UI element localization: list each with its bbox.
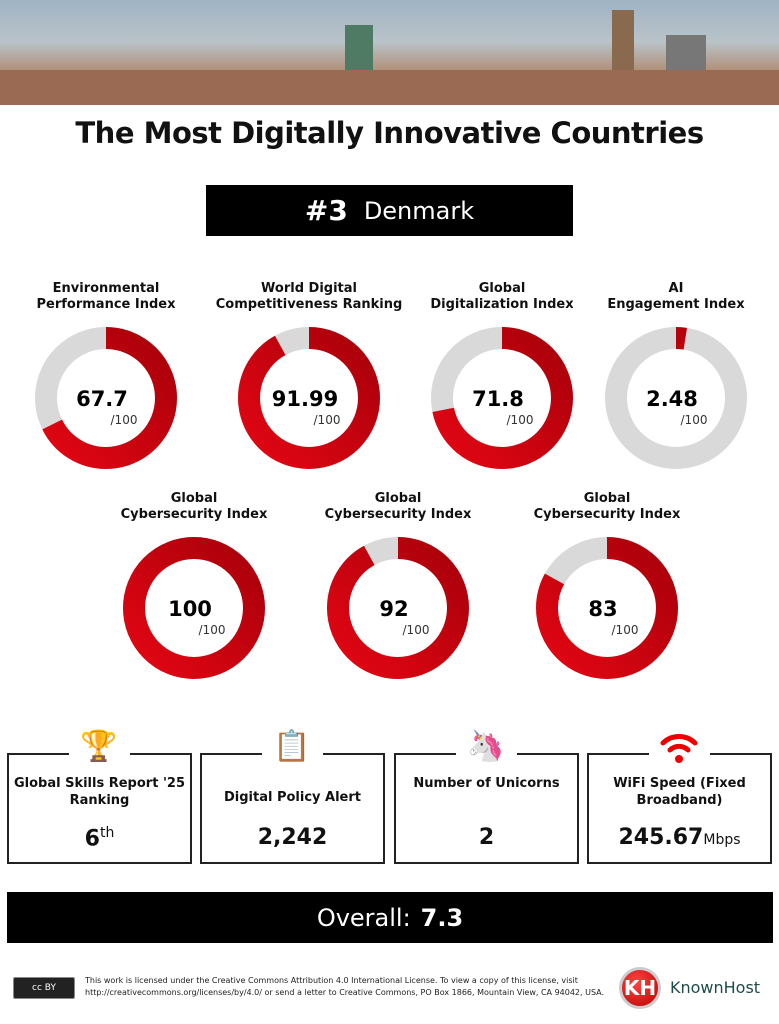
donut-max: /100 bbox=[681, 413, 708, 427]
stat-value-wrap: 2 bbox=[396, 825, 577, 850]
wifi-icon bbox=[659, 727, 699, 767]
chart-label: Global Digitalization Index bbox=[402, 281, 602, 313]
donut-chart: 91.99/100 bbox=[238, 327, 380, 469]
donut-value: 71.8 bbox=[472, 387, 524, 411]
stat-value: 2 bbox=[478, 825, 495, 850]
donut-max: /100 bbox=[314, 413, 341, 427]
policy-clipboard-icon: 📋 bbox=[273, 729, 311, 764]
stat-suffix: th bbox=[99, 825, 115, 841]
chart-label-line: Environmental bbox=[52, 281, 160, 296]
donut-value-arc bbox=[238, 327, 380, 469]
chart-label-line: Performance Index bbox=[36, 297, 176, 312]
rank-number: #3 bbox=[304, 194, 348, 227]
country-rank-banner: #3 Denmark bbox=[206, 185, 573, 236]
chart-label-line: Cybersecurity Index bbox=[120, 507, 268, 522]
chart-label-line: Digitalization Index bbox=[430, 297, 574, 312]
donut-value: 91.99 bbox=[272, 387, 338, 411]
stat-title: WiFi Speed (Fixed Broadband) bbox=[613, 776, 746, 808]
creative-commons-badge: cc BY bbox=[13, 977, 75, 999]
stat-title: Global Skills Report '25 Ranking bbox=[13, 776, 186, 808]
overall-score-bar: Overall: 7.3 bbox=[7, 892, 773, 943]
chart-label-line: Global bbox=[478, 281, 526, 296]
chart-label-line: Engagement Index bbox=[607, 297, 745, 312]
donut-value: 83 bbox=[588, 597, 617, 621]
brand-name: KnownHost bbox=[670, 978, 761, 997]
stat-title: Number of Unicorns bbox=[413, 776, 560, 791]
chart-label: Global Cybersecurity Index bbox=[298, 491, 498, 523]
donut-charts: 67.7/10091.99/10071.8/1002.48/100100/100… bbox=[35, 327, 747, 679]
stat-value-wrap: 2,242 bbox=[202, 825, 383, 850]
chart-label-line: Global bbox=[170, 491, 218, 506]
stat-card: WiFi Speed (Fixed Broadband) 245.67Mbps bbox=[587, 753, 772, 864]
chart-label-line: Competitiveness Ranking bbox=[215, 297, 403, 312]
donut-max: /100 bbox=[507, 413, 534, 427]
chart-label: Environmental Performance Index bbox=[6, 281, 206, 313]
chart-label-line: AI bbox=[668, 281, 684, 296]
stat-value: 245.67 bbox=[618, 825, 704, 850]
stat-title: Digital Policy Alert bbox=[223, 790, 361, 805]
cc-badge-text: cc BY bbox=[32, 983, 56, 993]
unicorn-icon: 🦄 bbox=[467, 729, 505, 764]
donut-value-arc bbox=[35, 327, 177, 469]
donut-max: /100 bbox=[199, 623, 226, 637]
chart-label: AI Engagement Index bbox=[576, 281, 776, 313]
knownhost-logo: KH bbox=[619, 967, 661, 1009]
donut-value-arc bbox=[536, 537, 678, 679]
chart-label: Global Cybersecurity Index bbox=[507, 491, 707, 523]
stat-value: 2,242 bbox=[257, 825, 328, 850]
donut-value-arc bbox=[605, 327, 747, 469]
stat-value-wrap: 6th bbox=[9, 825, 190, 851]
logo-letters: KH bbox=[623, 976, 657, 1000]
donut-max: /100 bbox=[403, 623, 430, 637]
donut-value: 92 bbox=[379, 597, 408, 621]
donut-chart: 67.7/100 bbox=[35, 327, 177, 469]
overall-value: 7.3 bbox=[420, 903, 464, 932]
city-skyline-banner bbox=[0, 0, 779, 105]
donut-max: /100 bbox=[111, 413, 138, 427]
chart-label-line: Global bbox=[374, 491, 422, 506]
donut-value: 67.7 bbox=[76, 387, 128, 411]
chart-label: Global Cybersecurity Index bbox=[94, 491, 294, 523]
donut-value: 2.48 bbox=[646, 387, 698, 411]
donut-max: /100 bbox=[612, 623, 639, 637]
trophy-icon: 🏆 bbox=[80, 729, 118, 764]
chart-label-line: Cybersecurity Index bbox=[533, 507, 681, 522]
overall-label: Overall: bbox=[316, 903, 411, 932]
stat-suffix: Mbps bbox=[703, 832, 741, 848]
stat-card: Digital Policy Alert 2,242 bbox=[200, 753, 385, 864]
stat-value: 6 bbox=[84, 826, 100, 852]
donut-value-arc bbox=[431, 327, 573, 469]
license-text: This work is licensed under the Creative… bbox=[85, 976, 605, 997]
stat-value-wrap: 245.67Mbps bbox=[589, 825, 770, 850]
donut-chart: 71.8/100 bbox=[431, 327, 573, 469]
donut-value-arc bbox=[123, 537, 265, 679]
page-title: The Most Digitally Innovative Countries bbox=[75, 116, 704, 150]
chart-label-line: Global bbox=[583, 491, 631, 506]
donut-value: 100 bbox=[168, 597, 212, 621]
donut-chart: 2.48/100 bbox=[605, 327, 747, 469]
country-name: Denmark bbox=[363, 196, 475, 225]
chart-label: World Digital Competitiveness Ranking bbox=[209, 281, 409, 313]
chart-label-line: Cybersecurity Index bbox=[324, 507, 472, 522]
donut-chart: 92/100 bbox=[327, 537, 469, 679]
stat-card: Number of Unicorns 2 bbox=[394, 753, 579, 864]
donut-chart: 83/100 bbox=[536, 537, 678, 679]
chart-label-line: World Digital bbox=[261, 281, 357, 296]
donut-value-arc bbox=[327, 537, 469, 679]
stat-card: Global Skills Report '25 Ranking 6th bbox=[7, 753, 192, 864]
donut-chart: 100/100 bbox=[123, 537, 265, 679]
